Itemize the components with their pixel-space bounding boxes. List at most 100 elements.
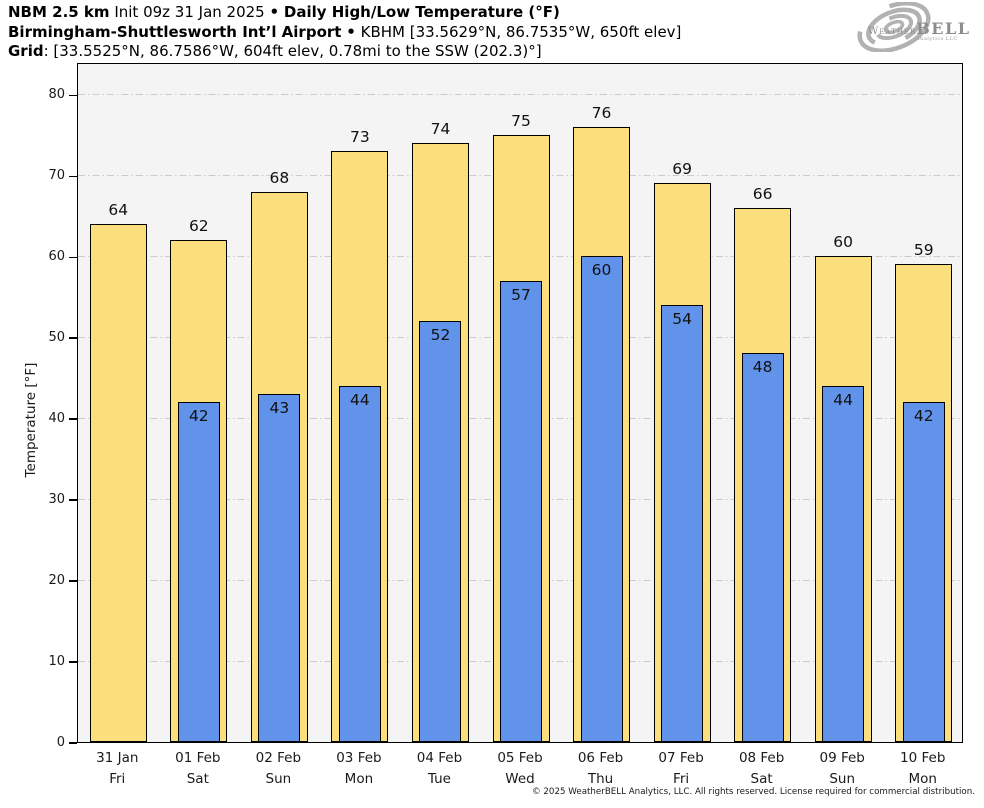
y-tick-label: 50 bbox=[48, 330, 65, 346]
x-tick-day: Tue bbox=[427, 771, 451, 787]
y-tick-label: 70 bbox=[48, 168, 65, 184]
low-value-label: 54 bbox=[672, 309, 692, 328]
x-tick-day: Sat bbox=[750, 771, 773, 787]
low-bar bbox=[661, 304, 704, 742]
x-tick-day: Fri bbox=[109, 771, 126, 787]
bullet-separator: • bbox=[346, 22, 356, 41]
y-tick-label: 10 bbox=[48, 654, 65, 670]
init-time: Init 09z 31 Jan 2025 bbox=[114, 3, 265, 21]
y-axis-tick bbox=[69, 256, 77, 259]
x-tick-date: 10 Feb bbox=[900, 750, 946, 766]
x-tick-date: 04 Feb bbox=[416, 750, 463, 766]
header-line-3: Grid: [33.5525°N, 86.7586°W, 604ft elev,… bbox=[8, 42, 681, 62]
low-bar bbox=[741, 353, 784, 742]
high-value-label: 69 bbox=[672, 160, 692, 179]
x-tick-day: Sun bbox=[829, 771, 856, 787]
high-value-label: 62 bbox=[188, 217, 209, 236]
low-bar bbox=[902, 402, 945, 742]
low-bar bbox=[338, 385, 381, 742]
high-value-label: 75 bbox=[511, 111, 531, 130]
high-value-label: 68 bbox=[269, 168, 290, 187]
low-bar bbox=[258, 393, 301, 742]
x-tick-day: Thu bbox=[587, 771, 614, 787]
x-tick-date: 31 Jan bbox=[96, 750, 139, 766]
low-bar bbox=[822, 385, 865, 742]
high-value-label: 59 bbox=[913, 241, 934, 260]
low-value-label: 48 bbox=[752, 358, 773, 377]
x-tick-date: 08 Feb bbox=[738, 750, 785, 766]
low-value-label: 44 bbox=[833, 390, 854, 409]
y-tick-label: 30 bbox=[48, 492, 65, 508]
x-tick-day: Sat bbox=[186, 771, 209, 787]
x-tick-day: Sun bbox=[265, 771, 292, 787]
high-value-label: 64 bbox=[108, 200, 129, 219]
low-bar bbox=[177, 402, 220, 742]
x-tick-label: 06 Feb Thu bbox=[556, 748, 646, 790]
y-axis-tick bbox=[69, 580, 77, 582]
x-tick-label: 31 Jan Fri bbox=[72, 748, 162, 790]
grid-info: : [33.5525°N, 86.7586°W, 604ft elev, 0.7… bbox=[43, 42, 542, 60]
x-tick-date: 01 Feb bbox=[175, 750, 221, 766]
low-bar bbox=[500, 280, 542, 742]
gridline bbox=[78, 93, 962, 95]
high-bar bbox=[89, 223, 147, 742]
y-axis-tick bbox=[69, 661, 77, 663]
header-line-2: Birmingham-Shuttlesworth Int’l Airport •… bbox=[8, 23, 681, 43]
x-tick-label: 08 Feb Sat bbox=[717, 748, 807, 790]
hurricane-swirl-icon bbox=[857, 2, 931, 52]
low-value-label: 43 bbox=[269, 398, 290, 417]
grid-label: Grid bbox=[8, 42, 44, 60]
y-tick-label: 80 bbox=[48, 87, 65, 103]
x-tick-day: Mon bbox=[344, 771, 374, 787]
station-info: KBHM [33.5629°N, 86.7535°W, 650ft elev] bbox=[360, 22, 682, 41]
high-value-label: 60 bbox=[833, 233, 854, 252]
low-value-label: 42 bbox=[188, 407, 209, 425]
high-value-label: 66 bbox=[752, 184, 773, 203]
logo-wordmark: WeatherBELL bbox=[868, 19, 970, 38]
high-value-label: 76 bbox=[591, 103, 612, 122]
low-bar bbox=[419, 321, 462, 742]
y-tick-label: 20 bbox=[48, 573, 65, 589]
x-tick-date: 03 Feb bbox=[336, 750, 382, 766]
copyright-notice: © 2025 WeatherBELL Analytics, LLC. All r… bbox=[531, 787, 975, 797]
y-tick-label: 60 bbox=[48, 249, 65, 265]
y-tick-label: 40 bbox=[48, 411, 65, 427]
y-axis-tick bbox=[69, 94, 77, 97]
header-line-1: NBM 2.5 km Init 09z 31 Jan 2025 • Daily … bbox=[8, 3, 681, 23]
x-tick-day: Fri bbox=[673, 771, 690, 787]
low-value-label: 57 bbox=[511, 285, 531, 304]
x-tick-label: 02 Feb Sun bbox=[233, 748, 323, 790]
y-axis-tick bbox=[69, 742, 77, 744]
x-tick-label: 01 Feb Sat bbox=[153, 748, 243, 790]
x-tick-label: 04 Feb Tue bbox=[394, 748, 484, 790]
model-name: NBM 2.5 km bbox=[8, 3, 110, 21]
logo-subtitle: Analytics LLC bbox=[916, 36, 958, 42]
station-name: Birmingham-Shuttlesworth Int’l Airport bbox=[8, 22, 342, 41]
x-tick-label: 03 Feb Mon bbox=[314, 748, 404, 790]
logo-weather-text: Weather bbox=[868, 26, 917, 37]
x-tick-date: 07 Feb bbox=[658, 750, 704, 766]
plot-area: 64 62 42 68 43 73 44 74 52 75 57 76 60 69 54 66 48 60 44 59… bbox=[77, 63, 963, 743]
y-axis-tick bbox=[69, 418, 77, 420]
low-value-label: 60 bbox=[591, 261, 612, 280]
high-value-label: 74 bbox=[430, 119, 451, 138]
x-tick-label: 09 Feb Sun bbox=[797, 748, 887, 790]
x-tick-date: 06 Feb bbox=[577, 750, 624, 766]
x-tick-day: Wed bbox=[505, 771, 535, 787]
bullet-separator: • bbox=[269, 3, 280, 21]
x-tick-label: 10 Feb Mon bbox=[878, 748, 968, 790]
chart-header: NBM 2.5 km Init 09z 31 Jan 2025 • Daily … bbox=[8, 3, 681, 62]
x-tick-date: 05 Feb bbox=[497, 750, 543, 766]
x-tick-date: 09 Feb bbox=[819, 750, 865, 766]
x-tick-label: 05 Feb Wed bbox=[475, 748, 565, 790]
product-title: Daily High/Low Temperature (°F) bbox=[283, 3, 560, 21]
y-axis-label: Temperature [°F] bbox=[23, 362, 39, 478]
y-tick-label: 0 bbox=[56, 735, 65, 750]
x-tick-date: 02 Feb bbox=[255, 750, 302, 766]
y-axis-tick bbox=[69, 337, 77, 339]
weatherbell-logo: WeatherBELL Analytics LLC bbox=[854, 2, 976, 52]
logo-bell-text: BELL bbox=[916, 19, 971, 38]
x-tick-day: Mon bbox=[908, 771, 937, 787]
high-value-label: 73 bbox=[350, 128, 370, 147]
